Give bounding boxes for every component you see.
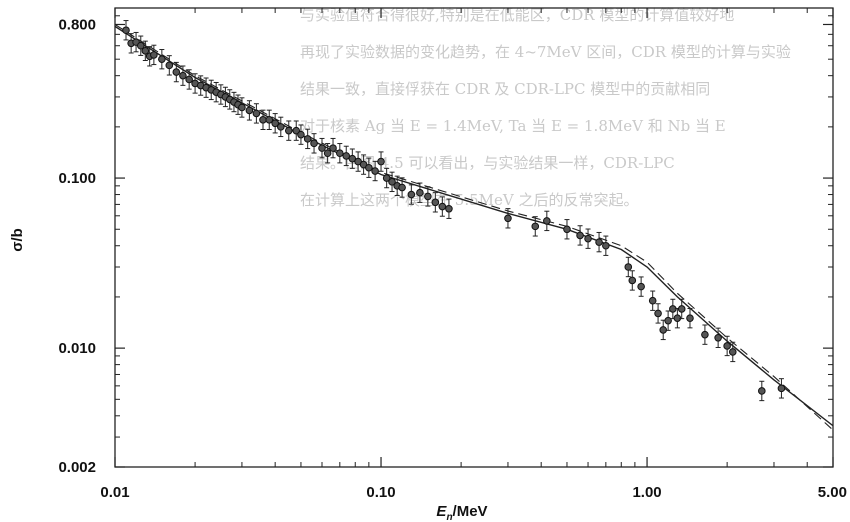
x-tick-label: 1.00	[632, 484, 661, 501]
data-point	[303, 135, 312, 143]
x-tick-label: 0.01	[100, 484, 129, 501]
data-point	[777, 384, 786, 393]
data-point	[185, 75, 193, 84]
data-point	[576, 231, 584, 240]
plot-frame	[114, 7, 834, 468]
data-point	[445, 204, 453, 213]
data-point	[504, 214, 512, 223]
data-point	[245, 106, 254, 115]
data-point	[602, 241, 610, 250]
data-point	[141, 47, 150, 55]
data-point	[431, 198, 440, 207]
data-point	[292, 126, 301, 135]
model-curve-dashed	[115, 24, 833, 431]
data-point	[714, 334, 722, 342]
y-tick-label: 0.002	[58, 459, 96, 476]
x-tick-label: 5.00	[818, 484, 847, 501]
data-point	[624, 263, 633, 271]
data-point	[377, 157, 385, 166]
show-through-line: 对于核素 Ag 当 E = 1.4MeV, Ta 当 E = 1.8MeV 和 …	[300, 117, 726, 135]
data-point	[637, 282, 645, 291]
show-through-line: 结果一致，直接俘获在 CDR 及 CDR-LPC 模型中的贡献相同	[300, 80, 710, 98]
data-point	[398, 183, 406, 192]
data-point	[659, 326, 668, 334]
data-point	[407, 190, 416, 199]
y-tick-labels: 0.002 0.010 0.100 0.800	[58, 16, 96, 476]
data-point	[329, 144, 337, 152]
data-point	[664, 316, 672, 325]
x-axis-label: En/MeV	[436, 503, 487, 522]
data-point	[238, 103, 246, 112]
data-point	[284, 126, 293, 135]
major-ticks	[114, 8, 834, 468]
show-through-line: 在计算上这两个模型在 5.5MeV 之后的反常突起。	[300, 191, 638, 209]
data-point	[531, 222, 540, 231]
data-point	[310, 139, 318, 148]
y-tick-label: 0.010	[58, 340, 96, 357]
data-point	[723, 342, 731, 350]
data-point	[388, 178, 396, 186]
data-point	[416, 188, 424, 197]
data-point	[271, 119, 279, 128]
data-point	[424, 192, 432, 201]
data-point	[348, 154, 357, 163]
data-point	[371, 167, 379, 175]
data-point	[543, 217, 551, 225]
data-point	[758, 387, 766, 395]
data-point	[323, 149, 332, 158]
data-point	[648, 296, 657, 305]
y-tick-label: 0.100	[58, 170, 96, 187]
data-point	[122, 26, 130, 35]
data-point	[158, 55, 166, 63]
y-tick-label: 0.800	[58, 16, 96, 33]
data-point	[297, 130, 305, 139]
data-point	[136, 41, 145, 50]
data-point	[342, 152, 351, 160]
data-point	[179, 71, 187, 80]
data-point	[382, 174, 391, 182]
data-point	[259, 116, 267, 124]
data-point	[584, 234, 592, 243]
data-point	[265, 116, 274, 124]
experimental-points	[122, 20, 786, 402]
minor-ticks	[115, 8, 833, 467]
show-through-line: 与实验值符合得很好,特别是在低能区，CDR 模型的计算值较好地	[300, 6, 734, 24]
data-point	[701, 330, 709, 339]
y-axis-label: σ/b	[9, 228, 26, 252]
data-point	[654, 309, 662, 318]
x-tick-label: 0.10	[366, 484, 395, 501]
data-point	[172, 68, 181, 76]
data-point	[252, 109, 261, 118]
data-point	[365, 163, 373, 172]
data-point	[318, 144, 326, 152]
data-point	[150, 51, 158, 59]
data-point	[438, 202, 447, 211]
show-through-text: 与实验值符合得很好,特别是在低能区，CDR 模型的计算值较好地再现了实验数据的变…	[300, 6, 791, 209]
data-point	[165, 61, 174, 70]
data-point	[336, 149, 344, 158]
data-point	[563, 225, 571, 234]
data-point	[628, 276, 637, 285]
data-point	[277, 123, 285, 131]
show-through-line: 结果。由图 4.5 可以看出，与实验结果一样，CDR-LPC	[300, 154, 675, 172]
x-tick-labels: 0.01 0.10 1.00 5.00	[100, 484, 847, 501]
data-point	[728, 348, 737, 356]
data-point	[677, 305, 686, 313]
data-point	[686, 314, 694, 322]
show-through-line: 再现了实验数据的变化趋势，在 4~7MeV 区间，CDR 模型的计算与实验	[300, 43, 791, 61]
data-point	[595, 238, 603, 246]
